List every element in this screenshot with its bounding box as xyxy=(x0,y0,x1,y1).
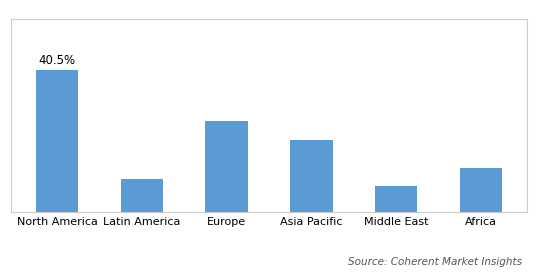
Text: Source: Coherent Market Insights: Source: Coherent Market Insights xyxy=(348,256,522,267)
Bar xyxy=(206,121,248,212)
Text: 40.5%: 40.5% xyxy=(39,54,76,67)
Bar xyxy=(375,186,417,212)
Bar xyxy=(121,179,163,212)
Bar xyxy=(36,70,79,212)
Bar xyxy=(459,168,502,212)
Bar xyxy=(290,140,332,212)
